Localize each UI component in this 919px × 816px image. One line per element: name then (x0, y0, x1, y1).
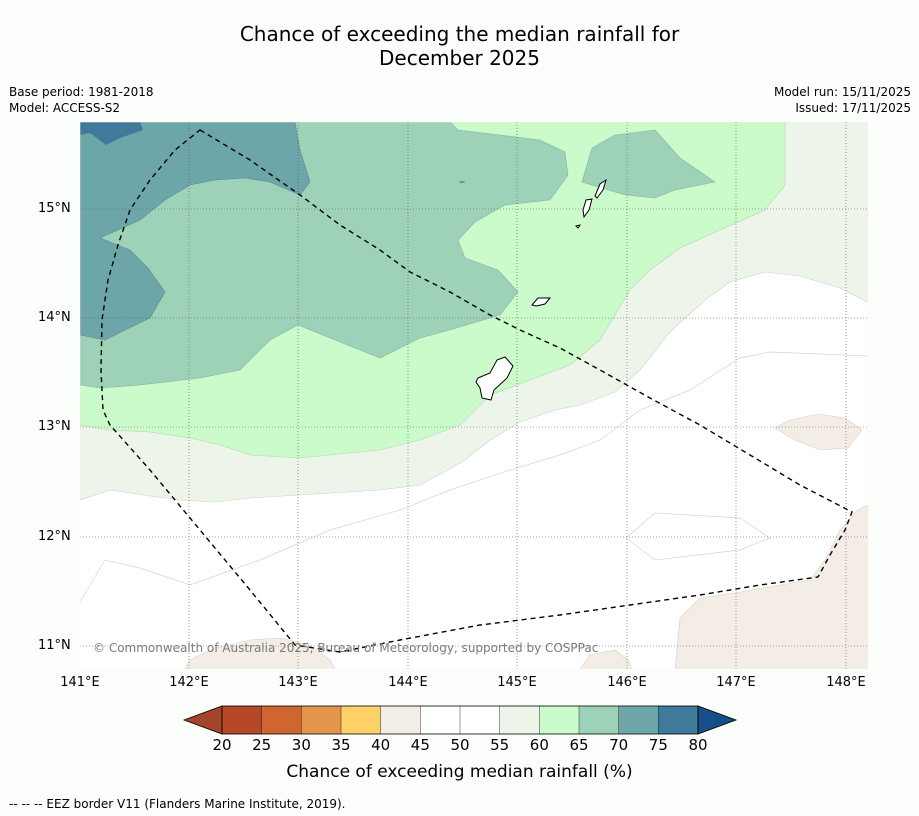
island-tinian (582, 198, 593, 219)
lat-label-14n: 14°N (38, 310, 71, 325)
colorbar-title: Chance of exceeding median rainfall (%) (286, 762, 633, 782)
contour-line-50 (80, 351, 868, 603)
lat-label-11n: 11°N (38, 638, 71, 653)
contour-45-50-southeast (674, 504, 868, 669)
colorbar-label-20: 20 (212, 736, 232, 754)
colorbar-segment-60-65 (539, 706, 579, 734)
eez-border (100, 129, 853, 653)
colorbar-segment-35-40 (341, 706, 381, 734)
colorbar-extend-low (182, 705, 223, 735)
colorbar-label-70: 70 (609, 736, 629, 754)
colorbar-label-75: 75 (648, 736, 668, 754)
lon-label-147e: 147°E (716, 675, 756, 690)
colorbar-label-80: 80 (688, 736, 708, 754)
colorbar-label-65: 65 (569, 736, 589, 754)
lon-label-141e: 141°E (60, 675, 100, 690)
colorbar-label-55: 55 (490, 736, 510, 754)
contour-65-70 (80, 122, 569, 389)
contour-65-70-north (581, 129, 716, 199)
contour-45-50-east (774, 413, 863, 451)
colorbar-label-30: 30 (291, 736, 311, 754)
colorbar-label-50: 50 (450, 736, 470, 754)
title-line-1: Chance of exceeding the median rainfall … (239, 22, 680, 46)
lon-label-146e: 146°E (607, 675, 647, 690)
island-saipan (594, 178, 607, 199)
colorbar-segment-50-55 (460, 706, 500, 734)
colorbar-segment-65-70 (579, 706, 619, 734)
island-rota (531, 297, 552, 307)
contour-75-80 (80, 122, 143, 145)
colorbar-segment-40-45 (380, 706, 421, 734)
lon-label-145e: 145°E (497, 675, 537, 690)
meta-right: Model run: 15/11/2025 Issued: 17/11/2025 (774, 84, 911, 116)
map-title: Chance of exceeding the median rainfall … (0, 22, 919, 70)
colorbar-segment-45-50 (420, 706, 460, 734)
islet-mark (459, 181, 465, 183)
model-run: Model run: 15/11/2025 (773, 85, 911, 99)
colorbar-segment-55-60 (499, 706, 540, 734)
contour-70-75 (80, 122, 311, 341)
forecast-map (80, 122, 868, 669)
issued-date: Issued: 17/11/2025 (795, 101, 911, 115)
grid-lines (80, 122, 868, 669)
colorbar-segment-70-75 (618, 706, 659, 734)
colorbar-label-35: 35 (331, 736, 351, 754)
islands (475, 178, 607, 401)
copyright-credit: © Commonwealth of Australia 2025, Bureau… (93, 641, 599, 655)
lat-label-12n: 12°N (38, 529, 71, 544)
base-period: Base period: 1981-2018 (9, 85, 154, 99)
contour-45-50-south-2 (579, 649, 633, 669)
lon-label-148e: 148°E (826, 675, 866, 690)
colorbar (182, 705, 738, 735)
contour-45-50-south (184, 637, 336, 669)
colorbar-label-60: 60 (529, 736, 549, 754)
eez-footnote: -- -- -- EEZ border V11 (Flanders Marine… (9, 797, 346, 811)
lon-label-142e: 142°E (169, 675, 209, 690)
colorbar-label-25: 25 (252, 736, 272, 754)
lon-label-143e: 143°E (278, 675, 318, 690)
colorbar-label-40: 40 (371, 736, 391, 754)
island-aguijan (575, 224, 582, 229)
title-line-2: December 2025 (379, 46, 540, 70)
colorbar-segment-25-30 (261, 706, 302, 734)
lon-label-144e: 144°E (388, 675, 428, 690)
map-frame (79, 121, 869, 670)
meta-left: Base period: 1981-2018 Model: ACCESS-S2 (9, 84, 154, 116)
colorbar-extend-high (697, 705, 738, 735)
island-guam (475, 356, 514, 401)
contour-line-50-loop (625, 512, 771, 561)
colorbar-segment-75-80 (658, 706, 698, 734)
colorbar-segment-30-35 (301, 706, 341, 734)
colorbar-segment-20-25 (222, 706, 262, 734)
colorbar-label-45: 45 (410, 736, 430, 754)
lat-label-13n: 13°N (38, 419, 71, 434)
lat-label-15n: 15°N (38, 201, 71, 216)
model-name: Model: ACCESS-S2 (9, 101, 121, 115)
